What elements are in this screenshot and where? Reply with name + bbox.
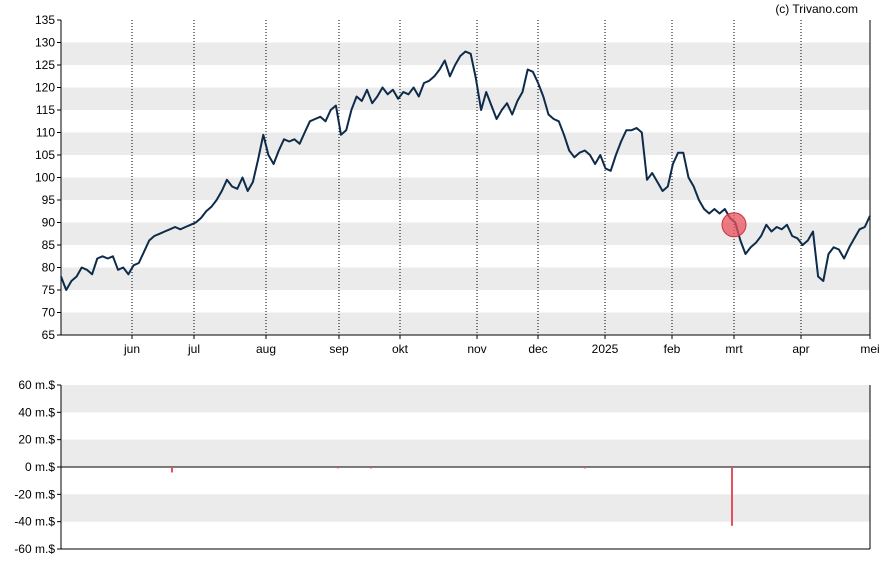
copyright-label: (c) Trivano.com xyxy=(775,2,858,16)
x-tick-label: dec xyxy=(528,342,547,356)
x-tick-label: sep xyxy=(329,342,349,356)
y-tick-label: 120 xyxy=(35,81,55,95)
x-tick-label: 2025 xyxy=(592,342,619,356)
x-tick-label: jun xyxy=(123,342,140,356)
price-series-line xyxy=(60,50,871,291)
x-tick-label: mei xyxy=(860,342,879,356)
y-tick-label: 65 xyxy=(42,328,56,342)
price-grid-band xyxy=(61,87,870,110)
y-tick-label: 135 xyxy=(35,13,55,27)
x-tick-label: jul xyxy=(187,342,200,356)
y-tick-label: 125 xyxy=(35,58,55,72)
flow-y-tick-label: 40 m.$ xyxy=(18,405,55,419)
y-tick-label: 100 xyxy=(35,171,55,185)
y-tick-label: 115 xyxy=(36,103,55,117)
y-tick-label: 85 xyxy=(42,238,56,252)
flow-y-tick-label: 20 m.$ xyxy=(18,433,55,447)
flow-grid-band xyxy=(61,494,870,522)
price-grid-band xyxy=(61,177,870,200)
flow-y-tick-label: 60 m.$ xyxy=(18,378,55,392)
y-tick-label: 105 xyxy=(35,148,55,162)
flow-y-tick-label: -20 m.$ xyxy=(14,487,55,501)
flow-grid-band xyxy=(61,439,870,467)
y-tick-label: 70 xyxy=(42,306,56,320)
x-tick-label: nov xyxy=(467,342,486,356)
y-tick-label: 75 xyxy=(42,283,56,297)
price-grid-band xyxy=(61,42,870,65)
flow-y-tick-label: -40 m.$ xyxy=(14,515,55,529)
event-marker-circle xyxy=(721,212,747,238)
x-tick-label: mrt xyxy=(725,342,743,356)
flow-y-tick-label: 0 m.$ xyxy=(25,460,55,474)
y-tick-label: 80 xyxy=(42,261,56,275)
y-tick-label: 90 xyxy=(42,216,56,230)
y-tick-label: 110 xyxy=(36,126,55,140)
flow-y-tick-label: -60 m.$ xyxy=(14,542,55,556)
y-tick-label: 130 xyxy=(35,36,55,50)
price-grid-band xyxy=(61,222,870,245)
price-grid-band xyxy=(61,312,870,335)
price-grid-band xyxy=(61,267,870,290)
x-tick-label: okt xyxy=(392,342,409,356)
x-tick-label: feb xyxy=(664,342,681,356)
price-grid-band xyxy=(61,132,870,155)
x-tick-label: apr xyxy=(792,342,809,356)
flow-grid-band xyxy=(61,385,870,413)
y-tick-label: 95 xyxy=(42,193,56,207)
x-tick-label: aug xyxy=(256,342,276,356)
